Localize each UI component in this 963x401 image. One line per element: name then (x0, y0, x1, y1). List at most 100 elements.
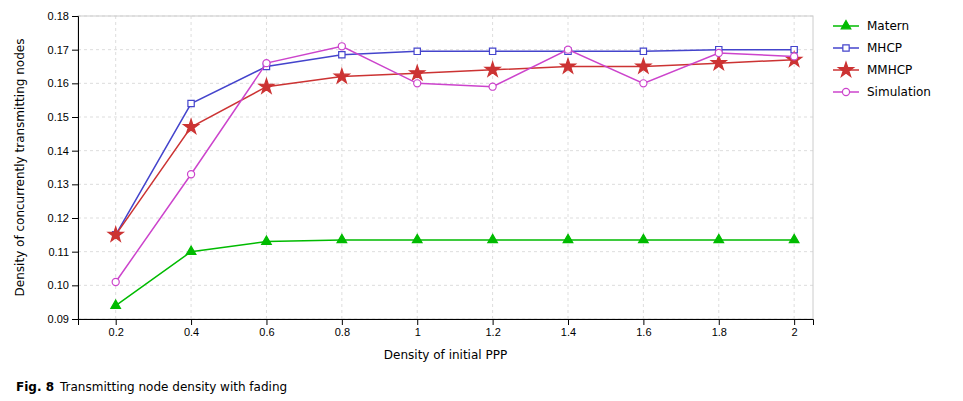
tick: 1.8 (712, 319, 727, 338)
tick: 1.2 (485, 319, 500, 338)
legend-marker (842, 88, 849, 95)
grid-line (115, 16, 116, 319)
marker (184, 119, 199, 133)
x-axis-title: Density of initial PPP (384, 348, 507, 362)
series-line (116, 240, 794, 306)
tick: 0.2 (109, 319, 124, 338)
marker (263, 60, 270, 67)
marker (640, 48, 646, 54)
tick-mark (266, 319, 267, 325)
tick-mark (568, 319, 569, 325)
tick-label: 0.10 (48, 279, 69, 291)
grid (78, 16, 813, 319)
tick-label: 0.4 (184, 326, 199, 338)
marker (711, 55, 726, 69)
marker (334, 69, 349, 83)
tick-mark (72, 218, 78, 219)
legend-marker (843, 45, 849, 51)
legend: Matern MHCP MMHCP Simulation (833, 19, 931, 99)
legend-item: MHCP (833, 41, 902, 55)
tick: 0.14 (48, 145, 78, 157)
y-axis-title: Density of concurrently transmitting nod… (13, 39, 27, 297)
grid-line (417, 16, 418, 319)
tick-mark (72, 184, 78, 185)
tick-label: 0.16 (48, 77, 69, 89)
title: Fig. 8 (16, 380, 54, 394)
marks (108, 43, 801, 309)
tick-label: 0.13 (48, 178, 69, 190)
marker (262, 236, 272, 244)
chart: 0.20.40.60.811.21.41.61.820.090.100.110.… (0, 0, 963, 401)
tick-label: 1.4 (561, 326, 576, 338)
caption: Fig. 8 Transmitting node density with fad… (16, 380, 287, 394)
tick-mark (794, 319, 795, 325)
marker (640, 80, 647, 87)
tick-label: 0.2 (109, 326, 124, 338)
tick: 0.4 (184, 319, 199, 338)
grid-line (78, 218, 813, 219)
tick: 0.8 (335, 319, 350, 338)
tick: 0.13 (48, 178, 78, 190)
tick-mark (72, 50, 78, 51)
marker (414, 80, 421, 87)
tick: 1.6 (636, 319, 651, 338)
tick: 0.12 (48, 212, 78, 224)
tick: 0.10 (48, 279, 78, 291)
tick: 2 (792, 319, 798, 338)
tick: 0.15 (48, 111, 78, 123)
y-axis: 0.090.100.110.120.130.140.150.160.170.18 (48, 10, 79, 325)
marker (791, 53, 798, 60)
tick: 0.16 (48, 77, 78, 89)
tick-mark (72, 319, 78, 320)
tick-label: 0.8 (335, 326, 350, 338)
tick-label: 1.8 (712, 326, 727, 338)
marker (636, 59, 651, 73)
grid-line (341, 16, 342, 319)
marker (715, 49, 722, 56)
tick-mark (72, 252, 78, 253)
tick: 1 (415, 319, 421, 338)
marker (639, 234, 649, 242)
marker (259, 79, 274, 93)
tick-mark (72, 285, 78, 286)
marker (489, 48, 495, 54)
tick-mark (72, 83, 78, 84)
tick-label: 0.18 (48, 10, 69, 22)
tick: 0.11 (48, 246, 78, 258)
legend-item: Simulation (833, 85, 931, 99)
tick-label: 1.6 (636, 326, 651, 338)
marker (564, 46, 571, 53)
legend-item: MMHCP (833, 62, 912, 77)
tick: 0.17 (48, 44, 78, 56)
tick-label: 0.17 (48, 44, 69, 56)
tick-mark (116, 319, 117, 325)
series-line (116, 50, 794, 235)
legend-label: MHCP (867, 41, 902, 55)
axis-line (79, 320, 814, 326)
tick-mark (342, 319, 343, 325)
marker (789, 234, 799, 242)
tick-mark (719, 319, 720, 325)
tick-mark (643, 319, 644, 325)
marker (186, 246, 196, 254)
legend-marker (841, 20, 851, 28)
tick-label: 0.11 (48, 246, 69, 258)
series-line (116, 60, 794, 235)
tick-mark (72, 16, 78, 17)
tick: 0.18 (48, 10, 78, 22)
tick-mark (72, 117, 78, 118)
tick-mark (72, 151, 78, 152)
legend-label: MMHCP (867, 63, 912, 77)
tick-label: 1.2 (485, 326, 500, 338)
marker (410, 65, 425, 79)
marker (485, 62, 500, 76)
x-axis: 0.20.40.60.811.21.41.61.82 (79, 319, 814, 338)
marker (111, 300, 121, 308)
marker (488, 234, 498, 242)
tick: 1.4 (561, 319, 576, 338)
marker (489, 83, 496, 90)
marker (414, 48, 420, 54)
subtitle: Transmitting node density with fading (59, 380, 287, 394)
marker (112, 278, 119, 285)
legend-item: Matern (833, 19, 909, 33)
